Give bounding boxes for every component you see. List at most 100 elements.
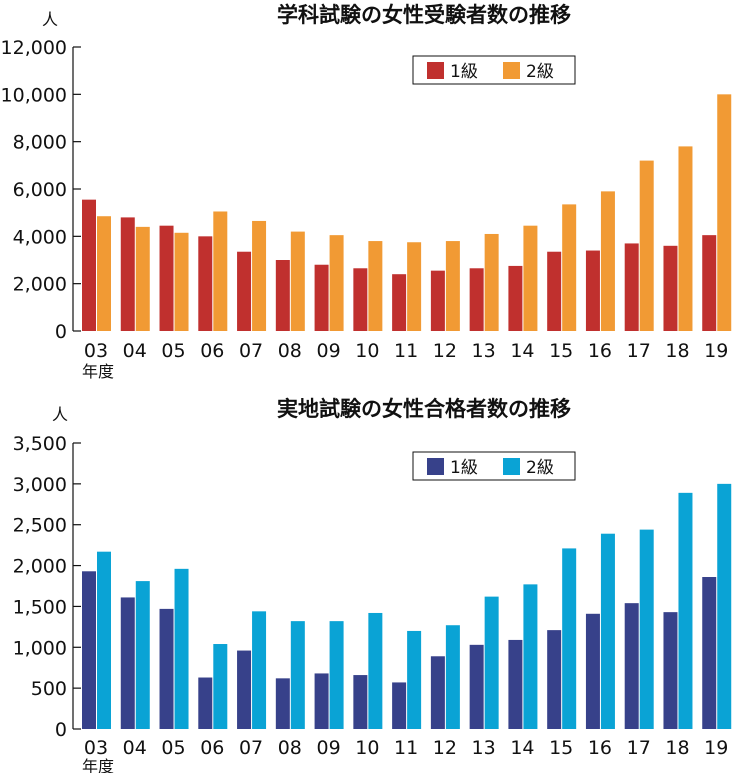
x-axis-label: 年度 bbox=[82, 362, 114, 381]
x-tick-label: 10 bbox=[355, 737, 379, 759]
bar-grade2 bbox=[97, 551, 111, 729]
bar-grade2 bbox=[600, 533, 615, 729]
bar-grade1 bbox=[237, 650, 252, 729]
bar-grade1 bbox=[430, 656, 445, 729]
bar-grade1 bbox=[469, 644, 484, 729]
x-tick-label: 16 bbox=[588, 737, 612, 759]
bar-grade1 bbox=[392, 682, 407, 729]
x-tick-label: 12 bbox=[433, 340, 457, 362]
x-tick-label: 16 bbox=[588, 340, 612, 362]
x-tick-label: 06 bbox=[200, 340, 224, 362]
x-tick-label: 12 bbox=[433, 737, 457, 759]
x-tick-label: 18 bbox=[665, 737, 689, 759]
y-tick-label: 3,500 bbox=[13, 433, 67, 455]
bar-grade1 bbox=[275, 678, 290, 729]
bar-grade2 bbox=[523, 584, 538, 729]
x-tick-label: 04 bbox=[123, 737, 147, 759]
bar-grade2 bbox=[368, 241, 383, 331]
y-tick-label: 2,000 bbox=[13, 556, 67, 578]
x-tick-label: 13 bbox=[472, 340, 496, 362]
y-tick-label: 10,000 bbox=[1, 84, 67, 106]
bar-grade1 bbox=[585, 613, 600, 729]
bar-grade2 bbox=[639, 529, 654, 729]
x-axis-label: 年度 bbox=[82, 757, 114, 773]
bar-grade1 bbox=[624, 603, 639, 729]
x-tick-label: 13 bbox=[472, 737, 496, 759]
bar-grade2 bbox=[252, 611, 267, 729]
y-tick-label: 4,000 bbox=[13, 226, 67, 248]
x-tick-label: 07 bbox=[239, 737, 263, 759]
bar-grade2 bbox=[717, 483, 732, 729]
legend-swatch bbox=[503, 458, 520, 475]
y-axis-unit-label: 人 bbox=[52, 405, 68, 424]
x-tick-label: 14 bbox=[510, 340, 534, 362]
bar-grade1 bbox=[663, 245, 678, 331]
bar-grade2 bbox=[329, 621, 344, 729]
bar-grade2 bbox=[562, 204, 577, 331]
x-tick-label: 05 bbox=[161, 340, 185, 362]
x-tick-label: 08 bbox=[278, 340, 302, 362]
chart-2: 実地試験の女性合格者数の推移 人 0 500 1,000 1,500 2,000 2,500 3… bbox=[13, 397, 732, 773]
bar-grade2 bbox=[445, 625, 460, 729]
x-tick-label: 11 bbox=[394, 340, 418, 362]
legend-label: 1級 bbox=[450, 62, 478, 82]
bar-grade2 bbox=[290, 231, 305, 331]
bar-grade2 bbox=[600, 191, 615, 331]
x-tick-label: 15 bbox=[549, 737, 573, 759]
y-tick-label: 6,000 bbox=[13, 179, 67, 201]
legend-label: 1級 bbox=[450, 458, 478, 478]
bar-grade2 bbox=[562, 548, 577, 729]
y-tick-label: 8,000 bbox=[13, 132, 67, 154]
bar-grade1 bbox=[82, 571, 96, 729]
bar-grade2 bbox=[407, 242, 422, 331]
bar-grade2 bbox=[484, 233, 499, 331]
bar-grade2 bbox=[135, 226, 150, 331]
bar-grade2 bbox=[290, 621, 305, 729]
bar-grade2 bbox=[678, 492, 693, 729]
legend: 1級 2級 bbox=[412, 55, 576, 85]
x-tick-label: 04 bbox=[123, 340, 147, 362]
y-tick-label: 1,000 bbox=[13, 637, 67, 659]
x-tick-label: 19 bbox=[704, 340, 728, 362]
x-tick-label: 10 bbox=[355, 340, 379, 362]
bar-grade1 bbox=[353, 675, 368, 729]
y-tick-label: 1,500 bbox=[13, 596, 67, 618]
bar-grade2 bbox=[97, 216, 111, 331]
legend-label: 2級 bbox=[526, 62, 554, 82]
x-tick-label: 14 bbox=[510, 737, 534, 759]
bar-grade2 bbox=[484, 596, 499, 729]
bar-grade1 bbox=[237, 251, 252, 331]
bar-grade2 bbox=[213, 644, 228, 729]
x-tick-label: 09 bbox=[316, 737, 340, 759]
y-tick-label: 0 bbox=[55, 719, 67, 741]
x-tick-label: 08 bbox=[278, 737, 302, 759]
legend-swatch bbox=[427, 458, 444, 475]
y-tick-label: 2,500 bbox=[13, 515, 67, 537]
bar-grade1 bbox=[624, 243, 639, 331]
bar-grade1 bbox=[275, 260, 290, 331]
chart-title: 学科試験の女性受験者数の推移 bbox=[277, 3, 571, 27]
y-axis-unit-label: 人 bbox=[42, 10, 58, 29]
legend-swatch bbox=[427, 62, 444, 79]
x-tick-label: 18 bbox=[665, 340, 689, 362]
x-tick-label: 19 bbox=[704, 737, 728, 759]
x-tick-label: 17 bbox=[627, 737, 651, 759]
bar-grade1 bbox=[353, 268, 368, 331]
legend-swatch bbox=[503, 62, 520, 79]
bar-grade2 bbox=[174, 232, 189, 331]
bar-grade1 bbox=[314, 673, 329, 729]
bar-grade2 bbox=[368, 612, 383, 729]
x-tick-label: 11 bbox=[394, 737, 418, 759]
bar-grade2 bbox=[678, 146, 693, 331]
bar-grade1 bbox=[469, 268, 484, 331]
y-tick-label: 3,000 bbox=[13, 474, 67, 496]
bar-grade2 bbox=[717, 94, 732, 331]
x-tick-label: 03 bbox=[84, 340, 108, 362]
bar-grade2 bbox=[213, 211, 228, 331]
x-tick-label: 07 bbox=[239, 340, 263, 362]
x-tick-label: 15 bbox=[549, 340, 573, 362]
bar-grade1 bbox=[120, 597, 135, 729]
bar-grade1 bbox=[585, 250, 600, 331]
bar-grade1 bbox=[547, 251, 562, 331]
chart-title: 実地試験の女性合格者数の推移 bbox=[277, 397, 571, 421]
